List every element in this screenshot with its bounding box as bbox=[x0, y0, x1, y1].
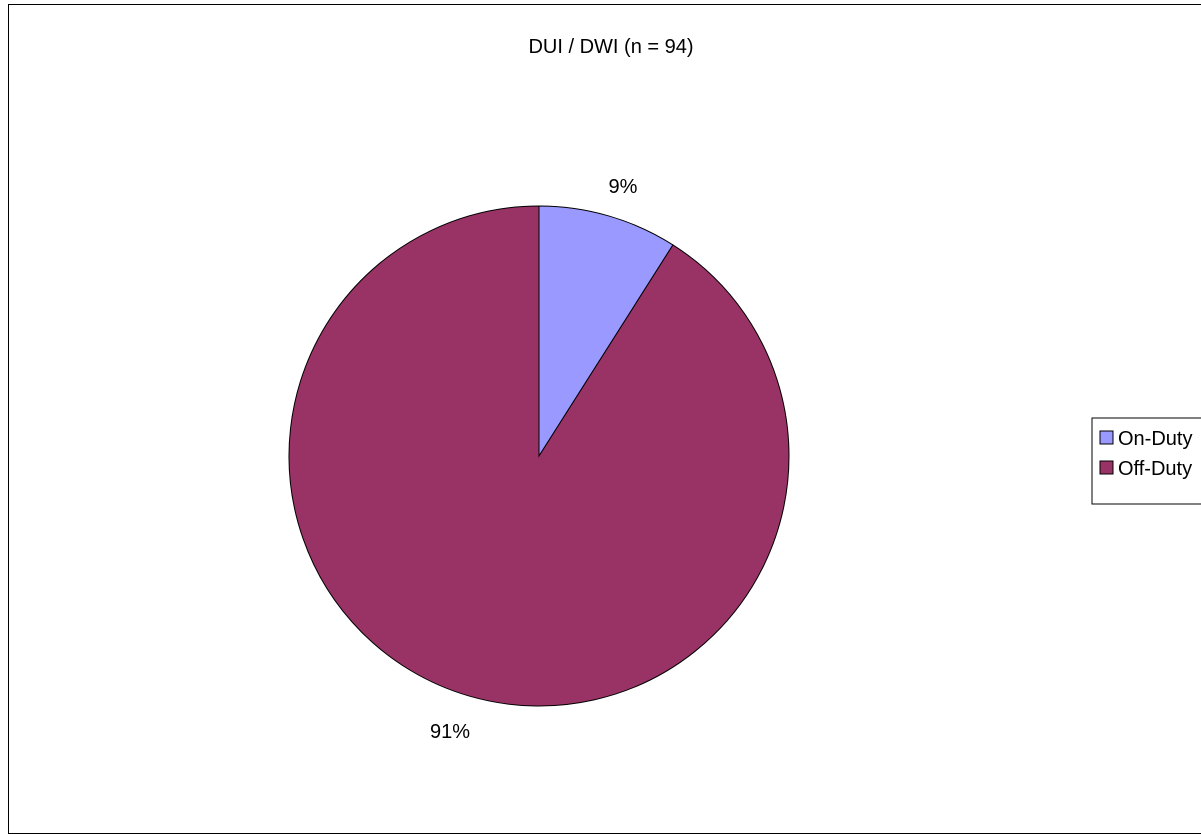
data-label-off-duty: 91% bbox=[430, 721, 470, 743]
data-labels: 9% 91% bbox=[430, 176, 638, 743]
pie-slices bbox=[288, 205, 790, 707]
data-label-on-duty: 9% bbox=[609, 176, 638, 198]
pie-slice-on-duty bbox=[538, 205, 674, 458]
chart-title: DUI / DWI (n = 94) bbox=[528, 36, 693, 58]
legend-label-on-duty: On-Duty bbox=[1118, 428, 1192, 450]
pie-slice-off-duty bbox=[288, 205, 790, 707]
legend-swatch-on-duty bbox=[1099, 430, 1114, 445]
legend-swatch-off-duty bbox=[1099, 460, 1114, 475]
legend-label-off-duty: Off-Duty bbox=[1118, 458, 1192, 480]
legend: On-Duty Off-Duty bbox=[1091, 417, 1201, 505]
